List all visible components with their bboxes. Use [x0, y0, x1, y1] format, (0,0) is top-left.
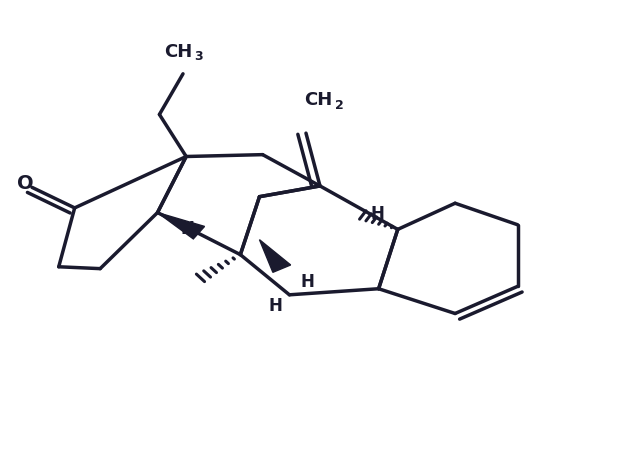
Polygon shape [157, 212, 205, 239]
Text: 3: 3 [195, 50, 204, 63]
Text: CH: CH [164, 43, 193, 61]
Text: CH: CH [305, 92, 333, 110]
Text: H: H [371, 205, 384, 223]
Text: H: H [268, 297, 282, 315]
Text: O: O [17, 174, 34, 193]
Polygon shape [259, 240, 291, 272]
Text: H: H [180, 220, 195, 238]
Text: 2: 2 [335, 99, 344, 111]
Text: H: H [300, 273, 314, 291]
